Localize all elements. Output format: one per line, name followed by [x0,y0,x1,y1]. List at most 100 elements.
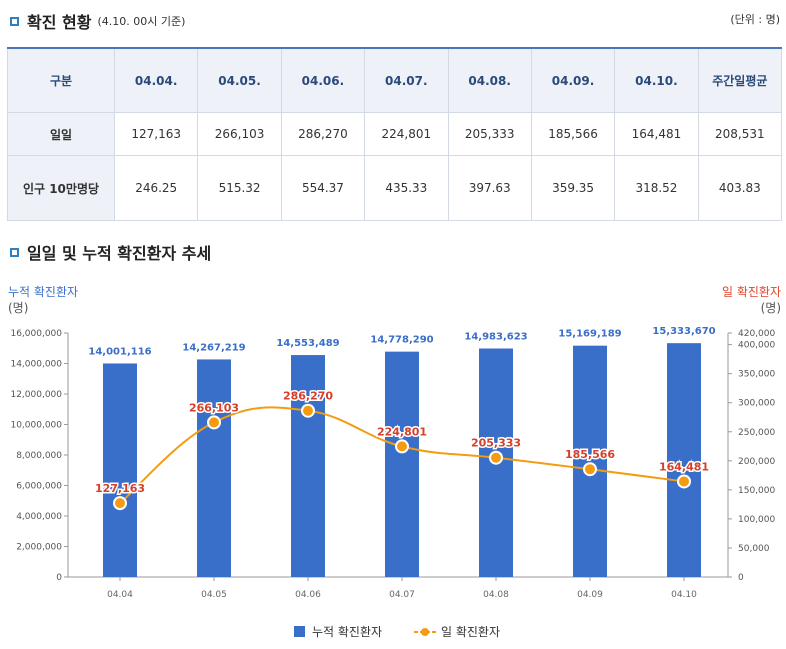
x-tick-label: 04.04 [107,590,133,600]
section-square-icon [10,247,19,257]
x-tick-label: 04.07 [389,590,415,600]
bar [197,359,231,577]
line-point [677,474,691,489]
table-cell: 205,333 [447,112,532,157]
x-tick-label: 04.10 [671,590,697,600]
bar-data-label: 14,553,489 [276,338,339,349]
left-axis-unit: (명) [8,301,28,315]
right-tick-label: 400,000 [738,341,775,351]
bar [573,345,607,577]
right-tick-label: 150,000 [738,486,775,496]
right-tick-label: 250,000 [738,428,775,438]
table-header-cell: 04.04. [113,47,199,114]
right-tick-label: 420,000 [738,329,775,339]
legend-bar-swatch [294,626,305,637]
table-cell: 318.52 [614,155,699,221]
right-tick-label: 100,000 [738,515,775,525]
bar-data-label: 15,333,670 [652,326,715,337]
table-cell: 224,801 [364,112,449,157]
legend-line-swatch [414,627,436,636]
left-tick-label: 16,000,000 [10,329,62,339]
right-axis-unit: (명) [761,301,781,315]
left-tick-label: 14,000,000 [10,360,62,370]
left-tick-label: 2,000,000 [16,543,62,553]
table-header-cell: 04.06. [280,47,366,114]
line-point [395,439,409,454]
table-header-cell: 구분 [7,47,115,114]
bar-data-label: 14,778,290 [370,335,433,346]
bar-data-label: 14,983,623 [464,331,527,342]
legend-line-label: 일 확진환자 [441,625,501,639]
bar-data-label: 14,267,219 [182,342,245,353]
table-header-cell: 04.07. [364,47,449,114]
line-point [207,415,221,430]
table-cell: 246.25 [113,155,199,221]
table-row-label: 인구 10만명당 [7,155,115,221]
table-row: 인구 10만명당 246.25 515.32 554.37 435.33 397… [7,155,783,221]
section-square-icon [10,16,19,26]
bar-data-label: 15,169,189 [558,329,621,340]
bar-data-label: 14,001,116 [88,346,151,357]
right-tick-label: 0 [738,573,744,583]
x-tick-label: 04.06 [295,590,321,600]
legend-line-item: 일 확진환자 [414,623,500,640]
line-data-label: 266,103 [189,401,239,414]
section-status-subtitle: (4.10. 00시 기준) [97,15,186,28]
bar [103,363,137,577]
right-tick-label: 350,000 [738,370,775,380]
table-cell: 185,566 [530,112,616,157]
line-data-label: 286,270 [283,390,333,403]
line-data-label: 185,566 [565,448,615,461]
bar [385,351,419,577]
table-cell: 435.33 [364,155,449,221]
table-cell: 127,163 [113,112,199,157]
table-cell: 403.83 [697,155,783,221]
right-axis-title: 일 확진환자 [722,285,781,299]
left-tick-label: 0 [56,573,62,583]
table-header-cell: 04.10. [614,47,699,114]
section-trend-title: 일일 및 누적 확진환자 추세 [27,244,212,263]
right-tick-label: 50,000 [738,544,770,554]
unit-label: (단위 : 명) [730,13,780,26]
table-header-cell: 04.08. [447,47,532,114]
stats-table: 구분 04.04. 04.05. 04.06. 04.07. 04.08. 04… [7,47,783,221]
table-cell: 286,270 [280,112,366,157]
x-tick-label: 04.08 [483,590,509,600]
legend-bar-label: 누적 확진환자 [312,625,383,639]
line-data-label: 205,333 [471,437,521,450]
section-status-title: 확진 현황 [27,13,92,32]
table-cell: 554.37 [280,155,366,221]
table-cell: 397.63 [447,155,532,221]
line-point [113,496,127,511]
section-status-header: 확진 현황 (4.10. 00시 기준) [10,9,185,33]
table-cell: 515.32 [197,155,282,221]
left-tick-label: 10,000,000 [10,421,62,431]
table-header-cell: 04.09. [530,47,616,114]
line-data-label: 164,481 [659,460,709,473]
table-cell: 164,481 [614,112,699,157]
bar [667,343,701,577]
left-tick-label: 6,000,000 [16,482,62,492]
table-cell: 208,531 [697,112,783,157]
right-tick-label: 200,000 [738,457,775,467]
table-header-cell: 04.05. [197,47,282,114]
bar [291,355,325,577]
left-tick-label: 4,000,000 [16,512,62,522]
line-point [301,403,315,418]
x-tick-label: 04.05 [201,590,227,600]
section-trend-header: 일일 및 누적 확진환자 추세 [10,240,211,264]
line-data-label: 224,801 [377,425,427,438]
left-axis-title: 누적 확진환자 [8,285,78,299]
table-header-cell: 주간일평균 [697,47,783,114]
table-header-row: 구분 04.04. 04.05. 04.06. 04.07. 04.08. 04… [7,47,783,114]
left-tick-label: 8,000,000 [16,451,62,461]
table-row: 일일 127,163 266,103 286,270 224,801 205,3… [7,112,783,157]
x-tick-label: 04.09 [577,590,603,600]
right-tick-label: 300,000 [738,399,775,409]
table-row-label: 일일 [7,112,115,157]
line-point [489,450,503,465]
left-tick-label: 12,000,000 [10,390,62,400]
line-point [583,462,597,477]
line-data-label: 127,163 [95,482,145,495]
